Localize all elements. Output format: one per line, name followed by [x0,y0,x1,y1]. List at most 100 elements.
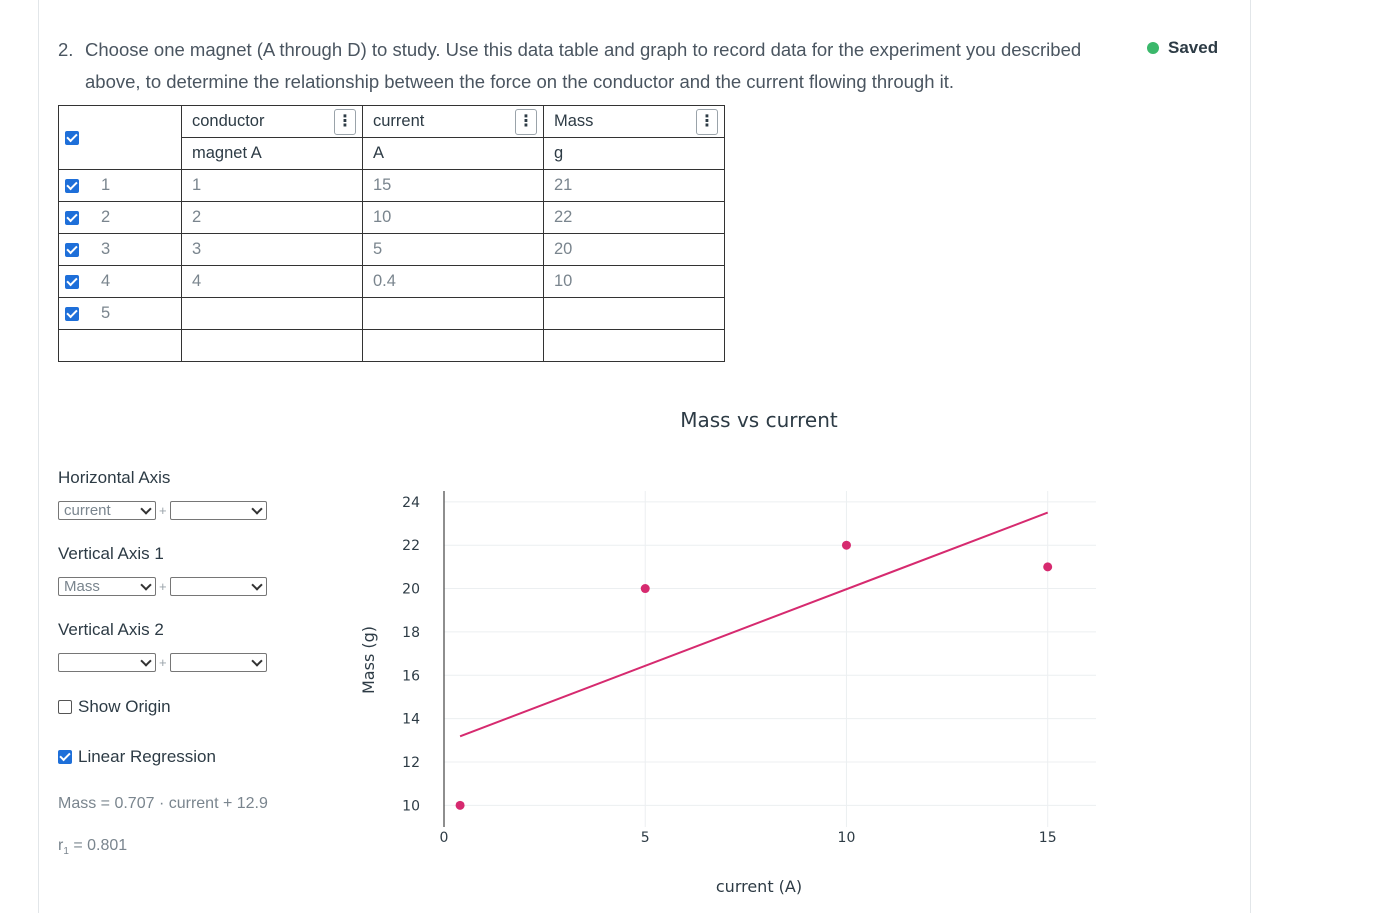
y-axis-label: Mass (g) [359,626,378,694]
table-cell[interactable]: 10 [543,265,725,298]
vertical-axis-1-label: Vertical Axis 1 [58,544,164,563]
y-tick-label: 12 [402,755,420,771]
linear-regression-checkbox[interactable] [58,750,72,764]
horizontal-axis-secondary-select[interactable] [169,501,267,520]
column-unit-current[interactable]: A [362,137,544,170]
y-tick-label: 24 [402,495,420,511]
x-tick-label: 0 [440,830,449,846]
plus-sign: + [159,579,167,594]
column-header-current: current ⋮ [362,105,544,138]
select-all-checkbox[interactable] [65,130,79,145]
table-cell[interactable]: 21 [543,169,725,202]
table-cell[interactable]: 15 [362,169,544,202]
table-cell[interactable] [543,329,725,362]
table-cell[interactable] [362,329,544,362]
chevron-down-icon [250,655,263,667]
vertical-axis-2-secondary-select[interactable] [169,653,267,672]
table-cell[interactable]: 2 [181,201,363,234]
vertical-axis-1-secondary-select[interactable] [169,577,267,596]
column-menu-icon[interactable]: ⋮ [515,108,537,135]
table-row: 5 [58,297,725,330]
x-tick-label: 15 [1039,830,1057,846]
table-cell[interactable]: 20 [543,233,725,266]
status-dot-icon [1147,42,1159,54]
question-number: 2. [58,39,74,60]
column-name[interactable]: current [373,112,425,130]
table-cell[interactable]: 22 [543,201,725,234]
row-number: 2 [101,208,111,226]
chevron-down-icon [250,579,263,591]
column-unit-conductor[interactable]: magnet A [181,137,363,170]
data-point [841,540,851,550]
vertical-axis-1-select[interactable]: Mass [58,577,156,596]
horizontal-axis-selects: current + [58,501,267,520]
data-point [1043,562,1053,572]
show-origin-option[interactable]: Show Origin [58,697,171,717]
table-cell[interactable] [543,297,725,330]
row-index-cell: 2 [58,201,182,234]
x-tick-label: 5 [641,830,650,846]
column-menu-icon[interactable]: ⋮ [334,108,356,135]
row-number: 5 [101,304,111,322]
column-name[interactable]: Mass [554,112,594,130]
row-index-cell: 1 [58,169,182,202]
table-row [58,329,725,362]
chevron-down-icon [140,503,152,515]
column-name[interactable]: conductor [192,112,265,130]
horizontal-axis-label: Horizontal Axis [58,468,171,487]
x-axis-label: current (A) [716,877,802,896]
linear-regression-label: Linear Regression [78,747,216,766]
chart-title: Mass vs current [680,408,838,432]
row-checkbox[interactable] [65,306,79,321]
regression-line [459,511,1049,738]
question-text: 2. Choose one magnet (A through D) to st… [58,34,1138,98]
table-row: 2 2 10 22 [58,201,725,234]
y-tick-label: 22 [402,538,420,554]
table-cell[interactable]: 3 [181,233,363,266]
linear-regression-option[interactable]: Linear Regression [58,747,216,767]
saved-label: Saved [1168,38,1219,57]
select-all-cell [58,105,182,170]
show-origin-checkbox[interactable] [58,700,72,714]
horizontal-axis-select[interactable]: current [58,501,156,520]
table-cell[interactable]: 5 [362,233,544,266]
table-row: 1 1 15 21 [58,169,725,202]
column-header-mass: Mass ⋮ [543,105,725,138]
y-tick-label: 18 [402,625,420,641]
table-cell[interactable]: 0.4 [362,265,544,298]
table-cell[interactable] [181,329,363,362]
mass-vs-current-chart: Mass vs current 10 12 14 16 18 20 22 24 0 5 10 15 c… [359,408,1096,896]
chart-series [455,511,1053,810]
table-cell[interactable]: 4 [181,265,363,298]
row-checkbox[interactable] [65,242,79,257]
correlation-value: r1 = 0.801 [58,837,128,858]
y-tick-label: 16 [402,668,420,684]
vertical-axis-2-selects: + [58,653,267,672]
table-cell[interactable]: 1 [181,169,363,202]
vertical-axis-2-label: Vertical Axis 2 [58,620,164,639]
table-row: 4 4 0.4 10 [58,265,725,298]
x-tick-label: 10 [838,830,856,846]
row-index-cell [58,329,182,362]
table-cell[interactable]: 10 [362,201,544,234]
column-unit-mass[interactable]: g [543,137,725,170]
column-menu-icon[interactable]: ⋮ [696,108,718,135]
saved-status: Saved [1147,38,1218,58]
plus-sign: + [159,655,167,670]
table-cell[interactable] [181,297,363,330]
chart-ticks: 10 12 14 16 18 20 22 24 0 5 10 15 [402,495,1056,846]
question-body: Choose one magnet (A through D) to study… [85,39,1082,92]
row-number: 1 [101,176,111,194]
row-checkbox[interactable] [65,210,79,225]
vertical-axis-2-select[interactable] [58,653,156,672]
row-checkbox[interactable] [65,178,79,193]
row-checkbox[interactable] [65,274,79,289]
table-cell[interactable] [362,297,544,330]
y-tick-label: 14 [402,712,420,728]
data-table: conductor ⋮ current ⋮ Mass ⋮ magnet A A g 1… [58,105,725,362]
row-index-cell: 3 [58,233,182,266]
y-tick-label: 20 [402,582,420,598]
frame-left-border [38,0,39,913]
row-number: 4 [101,272,111,290]
chevron-down-icon [140,655,152,667]
